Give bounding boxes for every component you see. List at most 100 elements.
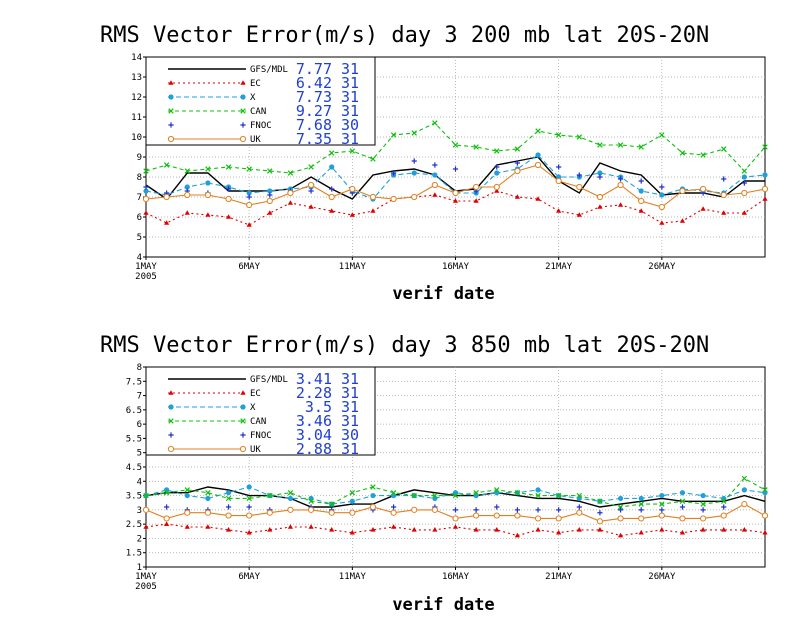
data-point [246,222,252,227]
data-point [700,507,706,513]
data-point [659,501,665,507]
data-point [349,498,355,504]
x-tick-label: 21MAY [545,262,573,272]
legend-marker [167,135,175,143]
data-point [617,495,624,502]
legend-label: EC [250,389,261,399]
data-point [163,162,170,168]
data-point [576,509,583,516]
y-tick-label: 3.5 [126,492,142,502]
data-point [659,192,665,198]
data-point [514,489,521,496]
data-point [679,490,686,496]
data-point [349,529,355,535]
legend-count: 31 [341,440,359,458]
data-point [762,172,768,178]
data-point [143,188,149,194]
data-point [205,495,211,502]
data-point [638,144,644,150]
data-point [535,492,541,499]
data-point [514,507,520,513]
data-point [659,184,665,190]
legend-marker [168,94,174,100]
y-tick-label: 6.5 [126,406,142,416]
data-point [184,168,190,174]
legend-box [145,366,376,456]
data-point [308,188,314,194]
legend-marker [239,445,247,453]
data-point [638,178,644,184]
data-point [721,527,727,532]
legend-count: 31 [341,102,359,120]
data-point [205,166,211,172]
legend-marker [240,390,246,395]
data-point [142,506,150,513]
y-tick-label: 14 [131,53,142,63]
data-point [287,189,294,197]
data-point [225,164,232,170]
data-point [638,515,645,522]
data-point [163,193,170,201]
data-point [638,197,645,205]
data-point [411,527,417,532]
legend-mean-value: 9.27 [296,102,332,120]
chart-panel-1: RMS Vector Error(m/s) day 3 200 mb lat 2… [100,23,769,304]
data-point [493,183,500,191]
data-point [307,181,315,189]
data-point [720,191,727,199]
legend-count: 31 [341,412,359,430]
data-point [638,529,644,535]
data-point [205,180,211,186]
data-point [514,512,521,519]
data-point [431,181,438,189]
data-point [741,174,747,180]
data-point [411,506,418,513]
y-tick-label: 1.5 [126,549,142,559]
data-point [390,489,397,496]
legend-marker [168,122,174,128]
data-point [617,504,624,510]
legend-entry: EC 6.42 31 [168,74,359,92]
data-point [266,509,273,516]
data-point [411,170,417,176]
data-point [370,527,376,532]
data-point [225,195,232,203]
data-point [452,166,459,172]
series-uk [142,161,769,211]
legend-label: CAN [250,417,266,427]
x-tick-label: 1MAY [135,572,157,582]
data-point [658,203,665,211]
x-tick-label: 21MAY [545,572,573,582]
data-point [679,504,686,510]
data-point [329,186,335,192]
chart-title: RMS Vector Error(m/s) day 3 200 mb lat 2… [100,23,709,48]
legend-mean-value: 3.04 [296,426,332,444]
data-point [164,504,170,510]
y-tick-label: 13 [131,73,142,83]
data-point [308,524,314,529]
data-point [246,484,252,490]
data-point [225,504,232,510]
y-tick-label: 6 [137,213,142,223]
data-point [473,507,479,513]
legend-mean-value: 7.35 [296,130,332,148]
data-point [762,529,768,535]
data-point [535,527,541,532]
data-point [205,489,211,496]
data-point [721,146,727,152]
data-point [576,134,583,140]
data-point [514,167,521,175]
legend-label: GFS/MDL [250,65,288,75]
data-point [164,220,170,225]
legend-mean-value: 3.41 [296,370,332,388]
legend-label: CAN [250,107,266,117]
data-point [617,142,624,148]
data-point [390,195,397,203]
legend-marker [240,94,246,100]
data-point [452,492,459,499]
data-point [555,132,562,138]
data-point [597,204,603,209]
data-point [576,183,583,191]
data-point [370,208,376,213]
data-point [246,495,252,502]
